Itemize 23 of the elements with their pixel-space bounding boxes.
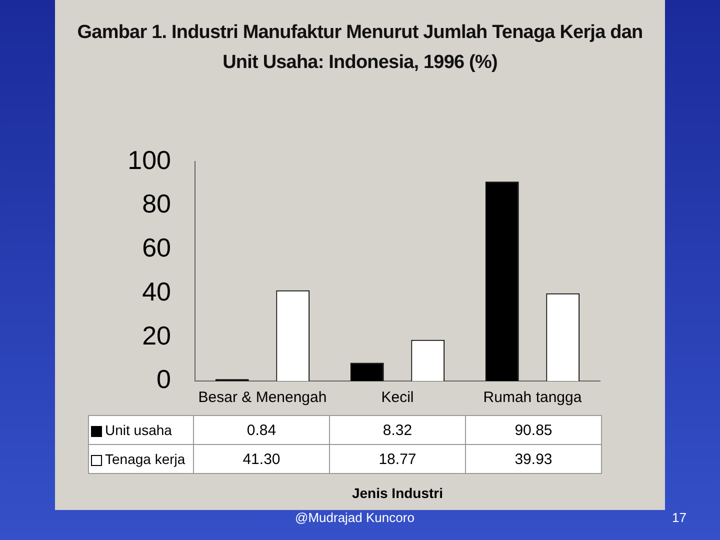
data-label: 41.30 xyxy=(194,444,330,474)
legend-label: Tenaga kerja xyxy=(88,444,194,474)
y-tick-label: 80 xyxy=(142,188,171,219)
bar xyxy=(485,182,519,381)
y-tick-label: 60 xyxy=(142,232,171,263)
x-tick-label: Rumah tangga xyxy=(483,389,582,406)
data-label: 8.32 xyxy=(330,416,466,444)
y-tick-label: 0 xyxy=(156,364,171,394)
data-label: 18.77 xyxy=(330,444,466,474)
x-tick-label: Besar & Menengah xyxy=(198,389,327,406)
y-tick-label: 100 xyxy=(128,144,171,175)
bar xyxy=(350,362,384,381)
chart-title: Gambar 1. Industri Manufaktur Menurut Jumlah Tenaga Kerja dan Unit Usaha: Indonesia, 1996 (%) xyxy=(76,21,644,75)
legend-label: Unit usaha xyxy=(88,416,194,444)
y-tick-label: 20 xyxy=(142,320,171,350)
text: @Mudrajad Kuncoro xyxy=(295,510,414,525)
text: Jenis Industri xyxy=(350,485,444,501)
data-label: 39.93 xyxy=(466,444,602,474)
x-tick-label: Kecil xyxy=(381,389,414,406)
y-tick-label: 40 xyxy=(142,276,171,306)
data-label: 90.85 xyxy=(466,416,602,444)
text: 17 xyxy=(672,510,686,525)
data-label: 0.84 xyxy=(194,416,330,444)
